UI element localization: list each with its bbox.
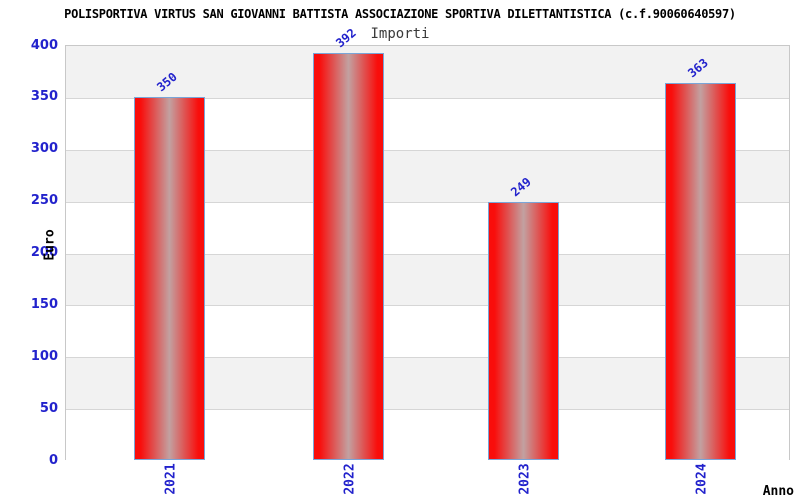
x-tick-label-2024: 2024 [694,463,709,495]
y-tick-label: 100 [30,348,58,364]
y-tick-label: 400 [30,37,58,53]
gridline [66,253,789,255]
bar-2022 [313,53,384,460]
bar-2024 [665,83,736,460]
chart-subtitle: Importi [370,26,430,42]
gridline [66,305,789,307]
gridline [66,201,789,203]
gridline [66,409,789,411]
y-tick-label: 250 [30,193,58,209]
bar-2023 [488,201,559,460]
chart-title: POLISPORTIVA VIRTUS SAN GIOVANNI BATTIST… [64,7,736,21]
gridline [66,357,789,359]
bar-2021 [134,96,205,460]
y-tick-label: 50 [39,400,58,416]
x-tick-label-2022: 2022 [342,463,357,495]
y-tick-label: 300 [30,141,58,157]
gridline [66,97,789,99]
y-tick-label: 200 [30,245,58,260]
gridline [66,149,789,151]
y-tick-label: 350 [30,89,58,105]
x-tick-label-2021: 2021 [163,463,178,495]
y-tick-label: 150 [30,296,58,312]
y-axis-label: Euro [42,229,58,261]
y-tick-label: 0 [48,452,58,468]
x-axis-label: Anno [762,484,794,499]
x-tick-label-2023: 2023 [517,463,532,495]
